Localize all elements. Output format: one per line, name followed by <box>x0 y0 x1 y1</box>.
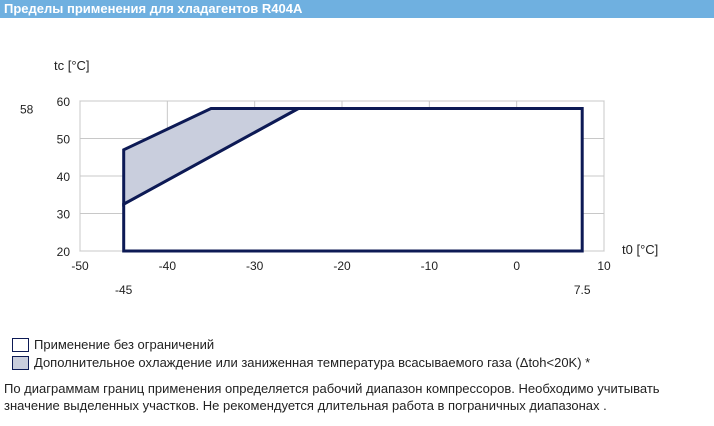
x-limit-label: -45 <box>115 283 133 297</box>
legend-swatch-extra-cooling <box>12 356 29 370</box>
x-tick-label: -40 <box>159 259 177 273</box>
envelope-extra-cooling <box>122 107 300 207</box>
x-axis-title: t0 [°C] <box>622 242 658 257</box>
x-tick-label: -30 <box>246 259 264 273</box>
legend-label-unrestricted: Применение без ограничений <box>34 337 215 352</box>
x-limit-label: 7.5 <box>574 283 591 297</box>
legend-label-extra-cooling: Дополнительное охлаждение или заниженная… <box>34 355 591 370</box>
x-tick-label: 0 <box>513 259 520 273</box>
application-limits-chart: -50 -40 -30 -20 -10 0 10 20 30 40 50 60 -45 7.5 58 tc [… <box>20 58 658 297</box>
x-tick-label: 10 <box>597 259 611 273</box>
footnote-text: По диаграммам границ применения определя… <box>4 381 660 413</box>
y-limit-label: 58 <box>20 103 34 117</box>
legend-swatch-unrestricted <box>12 338 29 352</box>
y-tick-label: 50 <box>57 133 71 147</box>
y-tick-label: 60 <box>57 95 71 109</box>
y-axis-title: tc [°C] <box>54 58 90 73</box>
x-tick-label: -10 <box>421 259 439 273</box>
x-tick-label: -20 <box>333 259 351 273</box>
y-tick-label: 40 <box>57 170 71 184</box>
envelope-unrestricted <box>122 107 584 253</box>
title-bar: Пределы применения для хладагентов R404A <box>0 0 714 18</box>
page-title: Пределы применения для хладагентов R404A <box>4 1 303 16</box>
x-tick-label: -50 <box>71 259 89 273</box>
y-tick-label: 30 <box>57 208 71 222</box>
y-tick-label: 20 <box>57 245 71 259</box>
